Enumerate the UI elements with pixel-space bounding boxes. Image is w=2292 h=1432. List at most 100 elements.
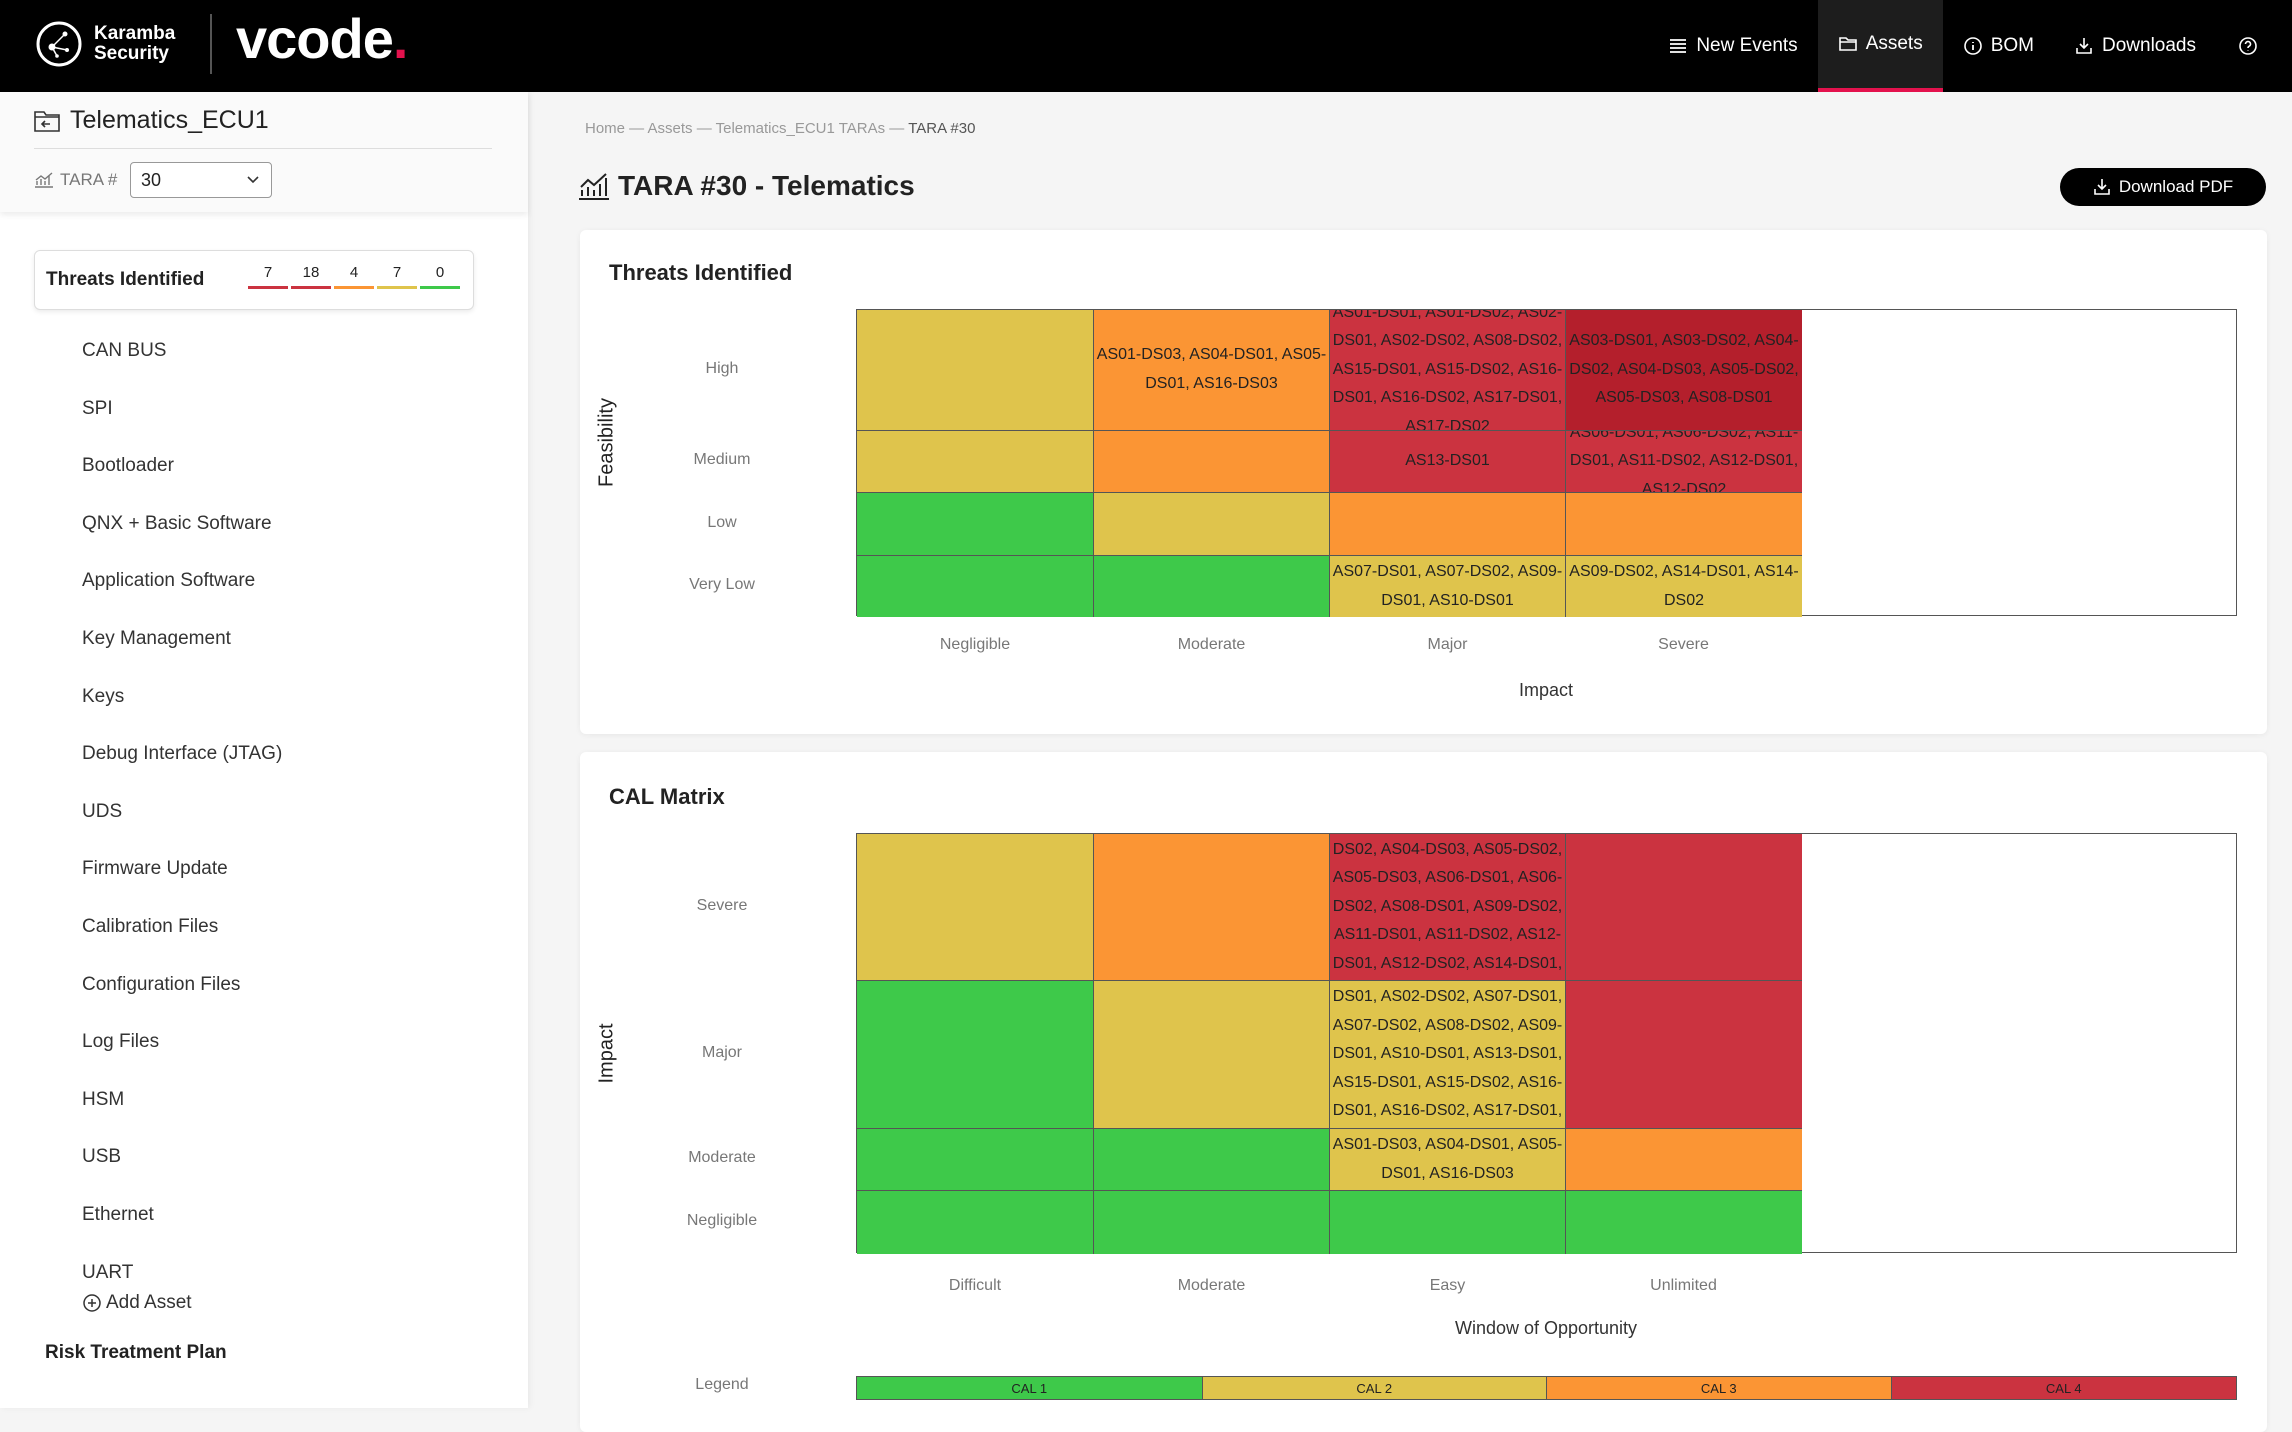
info-icon xyxy=(1963,37,1982,55)
cal-matrix-cell[interactable] xyxy=(1566,981,1802,1129)
nav-assets-label: Assets xyxy=(1865,33,1923,54)
legend-label: Legend xyxy=(695,1376,749,1393)
cal-matrix-cell[interactable] xyxy=(857,834,1094,981)
sidebar-asset-item[interactable]: Bootloader xyxy=(82,455,174,477)
sidebar-asset-item[interactable]: Debug Interface (JTAG) xyxy=(82,743,283,765)
list-icon xyxy=(1670,39,1687,53)
threats-matrix-cell[interactable] xyxy=(857,431,1094,493)
chart-icon xyxy=(35,172,53,188)
threat-count: 18 xyxy=(291,264,331,289)
threats-matrix-cell[interactable] xyxy=(857,310,1094,431)
threats-matrix-cell[interactable] xyxy=(1094,556,1330,617)
cal-matrix-cell[interactable]: AS01-DS03, AS04-DS01, AS05-DS01, AS16-DS… xyxy=(1330,1129,1566,1191)
sidebar-asset-item[interactable]: Calibration Files xyxy=(82,915,219,937)
threats-matrix-cell[interactable] xyxy=(1094,431,1330,493)
threat-count: 7 xyxy=(377,264,417,289)
threat-count: 0 xyxy=(420,264,460,289)
cal-row-label: Moderate xyxy=(688,1149,756,1166)
cal-matrix-cell[interactable] xyxy=(857,981,1094,1129)
threats-matrix-cell[interactable] xyxy=(857,556,1094,617)
threats-identified-summary[interactable]: Threats Identified 7 18 4 7 0 xyxy=(34,250,474,310)
asset-header[interactable]: Telematics_ECU1 xyxy=(34,106,269,135)
add-asset-label: Add Asset xyxy=(106,1292,192,1313)
threats-matrix-cell[interactable] xyxy=(1094,493,1330,556)
threats-matrix-cell[interactable]: AS07-DS01, AS07-DS02, AS09-DS01, AS10-DS… xyxy=(1330,556,1566,617)
karamba-logo-icon[interactable] xyxy=(35,20,83,68)
folder-back-icon xyxy=(34,110,60,132)
cal-matrix-cell[interactable] xyxy=(1566,834,1802,981)
cal-matrix-cell[interactable] xyxy=(1094,981,1330,1129)
breadcrumb: Home — Assets — Telematics_ECU1 TARAs — … xyxy=(585,120,975,137)
add-asset-button[interactable]: Add Asset xyxy=(82,1292,192,1314)
sidebar-asset-item[interactable]: UDS xyxy=(82,800,123,822)
cal-matrix-cell[interactable] xyxy=(857,1191,1094,1254)
nav-bom[interactable]: BOM xyxy=(1943,0,2054,92)
sidebar-asset-item[interactable]: QNX + Basic Software xyxy=(82,512,272,534)
sidebar-asset-item[interactable]: Firmware Update xyxy=(82,858,228,880)
threats-col-label: Negligible xyxy=(939,636,1011,653)
cal-col-label: Unlimited xyxy=(1650,1277,1717,1294)
threats-matrix-cell[interactable] xyxy=(857,493,1094,556)
legend-item: CAL 1 xyxy=(857,1377,1203,1399)
cal-matrix-cell[interactable] xyxy=(1566,1129,1802,1191)
cal-matrix-cell[interactable]: AS01-DS01, AS01-DS02, AS02-DS01, AS02-DS… xyxy=(1330,981,1566,1129)
nav-new-events[interactable]: New Events xyxy=(1648,0,1817,92)
sidebar-asset-item[interactable]: HSM xyxy=(82,1088,125,1110)
cal-matrix-cell[interactable] xyxy=(1094,1191,1330,1254)
sidebar-asset-item[interactable]: UART xyxy=(82,1261,134,1283)
download-pdf-button[interactable]: Download PDF xyxy=(2060,168,2266,206)
cal-matrix-grid: AS03-DS01, AS03-DS02, AS04-DS02, AS04-DS… xyxy=(856,833,2237,1254)
cal-matrix-cell[interactable] xyxy=(1566,1191,1802,1254)
breadcrumb-taras[interactable]: Telematics_ECU1 TARAs xyxy=(715,120,886,137)
company-name-line2: Security xyxy=(94,43,169,64)
tara-select[interactable]: 30 xyxy=(130,162,272,198)
cal-matrix-cell[interactable] xyxy=(1330,1191,1566,1254)
sidebar-divider xyxy=(34,148,492,149)
sidebar-asset-item[interactable]: Keys xyxy=(82,685,125,707)
threats-matrix-cell[interactable]: AS01-DS03, AS04-DS01, AS05-DS01, AS16-DS… xyxy=(1094,310,1330,431)
threats-matrix-card: Threats Identified Feasibility High Mediu… xyxy=(580,230,2267,734)
tara-select-value: 30 xyxy=(141,170,162,190)
threat-counts: 7 18 4 7 0 xyxy=(248,264,460,289)
cal-row-label: Severe xyxy=(696,896,748,914)
cal-y-axis-label: Impact xyxy=(595,1023,618,1084)
threats-row-label: Low xyxy=(707,513,737,531)
sidebar-asset-item[interactable]: Key Management xyxy=(82,627,231,649)
cal-matrix-cell[interactable] xyxy=(1094,834,1330,981)
threats-matrix-cell[interactable] xyxy=(1330,493,1566,556)
threats-matrix-cell[interactable]: AS03-DS01, AS03-DS02, AS04-DS02, AS04-DS… xyxy=(1566,310,1802,431)
threats-matrix-title: Threats Identified xyxy=(609,260,793,285)
nav-assets[interactable]: Assets xyxy=(1817,0,1943,92)
cal-col-label: Moderate xyxy=(1177,1277,1246,1294)
nav-downloads[interactable]: Downloads xyxy=(2054,0,2216,92)
sidebar-asset-item[interactable]: Configuration Files xyxy=(82,973,241,995)
cal-matrix-cell[interactable]: AS03-DS01, AS03-DS02, AS04-DS02, AS04-DS… xyxy=(1330,834,1566,981)
breadcrumb-separator: — xyxy=(625,120,648,137)
download-icon xyxy=(2076,38,2092,54)
cal-matrix-cell[interactable] xyxy=(1094,1129,1330,1191)
sidebar-asset-item[interactable]: CAN BUS xyxy=(82,340,167,361)
sidebar-asset-item[interactable]: Application Software xyxy=(82,570,256,592)
sidebar-asset-item[interactable]: Ethernet xyxy=(82,1203,154,1225)
breadcrumb-home[interactable]: Home xyxy=(585,120,626,137)
breadcrumb-assets[interactable]: Assets xyxy=(647,120,693,137)
product-logo[interactable]: vcode. xyxy=(236,6,408,71)
breadcrumb-separator: — xyxy=(885,120,909,137)
sidebar-asset-item[interactable]: Log Files xyxy=(82,1031,160,1053)
threats-x-axis-label: Impact xyxy=(1518,680,1574,700)
cal-matrix-cell[interactable] xyxy=(857,1129,1094,1191)
risk-treatment-plan-link[interactable]: Risk Treatment Plan xyxy=(45,1342,227,1363)
sidebar: Telematics_ECU1 TARA # 30 Threats Identi… xyxy=(0,92,528,1408)
threats-matrix-cell[interactable]: AS06-DS01, AS06-DS02, AS11-DS01, AS11-DS… xyxy=(1566,431,1802,493)
sidebar-asset-item[interactable]: SPI xyxy=(82,397,113,419)
threats-matrix-cell[interactable]: AS09-DS02, AS14-DS01, AS14-DS02 xyxy=(1566,556,1802,617)
legend-item: CAL 2 xyxy=(1202,1377,1547,1399)
threats-matrix-cell[interactable]: AS13-DS01 xyxy=(1330,431,1566,493)
threats-matrix-cell[interactable] xyxy=(1566,493,1802,556)
threats-matrix-cell[interactable]: AS01-DS01, AS01-DS02, AS02-DS01, AS02-DS… xyxy=(1330,310,1566,431)
sidebar-asset-item[interactable]: USB xyxy=(82,1146,122,1168)
plus-circle-icon xyxy=(83,1294,101,1312)
nav-new-events-label: New Events xyxy=(1696,35,1798,56)
nav-help[interactable] xyxy=(2216,0,2292,92)
folder-icon xyxy=(1838,37,1857,51)
